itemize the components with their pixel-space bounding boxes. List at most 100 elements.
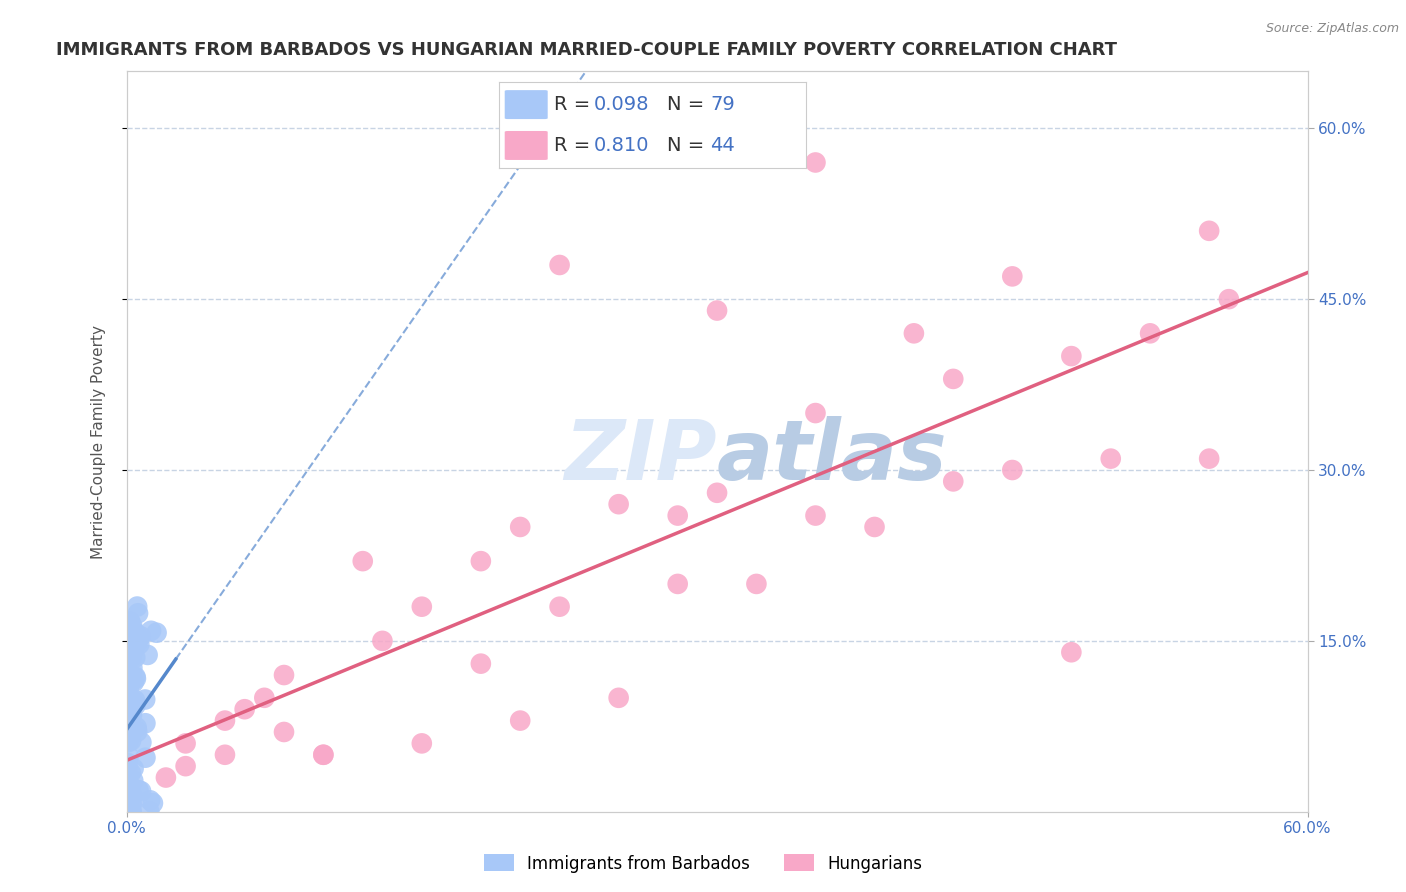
Point bbox=[273, 725, 295, 739]
Point bbox=[233, 702, 256, 716]
Point bbox=[121, 797, 143, 811]
Point bbox=[129, 784, 152, 798]
Point bbox=[122, 773, 145, 788]
Point bbox=[117, 723, 139, 737]
Point bbox=[124, 670, 146, 684]
Point bbox=[121, 708, 143, 723]
Point bbox=[903, 326, 925, 341]
Point bbox=[120, 805, 142, 819]
Point bbox=[117, 749, 139, 764]
Point bbox=[1139, 326, 1161, 341]
Point bbox=[120, 733, 142, 747]
Point bbox=[411, 599, 433, 614]
Point bbox=[666, 577, 689, 591]
Point bbox=[124, 698, 146, 713]
Point bbox=[371, 633, 394, 648]
Point bbox=[942, 372, 965, 386]
Point bbox=[607, 690, 630, 705]
Point bbox=[117, 695, 139, 709]
Point bbox=[127, 634, 149, 648]
Point bbox=[411, 736, 433, 750]
Point bbox=[128, 637, 150, 651]
Point bbox=[134, 750, 156, 764]
Point bbox=[804, 508, 827, 523]
Point bbox=[804, 406, 827, 420]
Point bbox=[134, 716, 156, 731]
Point bbox=[118, 630, 141, 644]
Point bbox=[118, 778, 141, 792]
Point bbox=[121, 805, 143, 819]
Point bbox=[131, 735, 153, 749]
Point bbox=[470, 554, 492, 568]
Point bbox=[121, 624, 143, 639]
Point bbox=[1001, 463, 1024, 477]
Point bbox=[121, 722, 143, 736]
Point bbox=[120, 790, 142, 805]
Point bbox=[942, 475, 965, 489]
Point bbox=[548, 599, 571, 614]
Point bbox=[120, 649, 142, 664]
Point bbox=[706, 303, 728, 318]
Point bbox=[120, 615, 142, 629]
Point bbox=[125, 630, 148, 644]
Point bbox=[352, 554, 374, 568]
Point bbox=[127, 724, 149, 739]
Point bbox=[117, 735, 139, 749]
Point bbox=[120, 669, 142, 683]
Point bbox=[273, 668, 295, 682]
Point bbox=[118, 615, 141, 629]
Point bbox=[115, 727, 138, 741]
Point bbox=[127, 599, 149, 614]
Point bbox=[120, 783, 142, 797]
Point bbox=[121, 704, 143, 718]
Y-axis label: Married-Couple Family Poverty: Married-Couple Family Poverty bbox=[91, 325, 105, 558]
Text: IMMIGRANTS FROM BARBADOS VS HUNGARIAN MARRIED-COUPLE FAMILY POVERTY CORRELATION : IMMIGRANTS FROM BARBADOS VS HUNGARIAN MA… bbox=[56, 41, 1116, 59]
Point bbox=[124, 693, 146, 707]
Point bbox=[117, 668, 139, 682]
Point bbox=[1060, 349, 1083, 363]
Point bbox=[312, 747, 335, 762]
Point bbox=[174, 759, 197, 773]
Point bbox=[214, 747, 236, 762]
Point bbox=[136, 648, 159, 662]
Point bbox=[127, 783, 149, 797]
Point bbox=[118, 710, 141, 724]
Point bbox=[118, 680, 141, 694]
Point bbox=[118, 653, 141, 667]
Point bbox=[115, 799, 138, 814]
Point bbox=[121, 640, 143, 655]
Point bbox=[120, 646, 142, 660]
Point bbox=[138, 805, 160, 819]
Point bbox=[121, 619, 143, 633]
Point bbox=[214, 714, 236, 728]
Point bbox=[122, 675, 145, 690]
Point bbox=[118, 646, 141, 660]
Point bbox=[125, 720, 148, 734]
Point bbox=[548, 258, 571, 272]
Point bbox=[122, 762, 145, 776]
Point bbox=[120, 789, 142, 804]
Point bbox=[121, 645, 143, 659]
Point bbox=[121, 805, 143, 819]
Point bbox=[125, 627, 148, 641]
Point bbox=[125, 672, 148, 686]
Point bbox=[706, 485, 728, 500]
Point bbox=[120, 766, 142, 780]
Point bbox=[804, 155, 827, 169]
Text: atlas: atlas bbox=[717, 416, 948, 497]
Point bbox=[1218, 292, 1240, 306]
Point bbox=[139, 624, 162, 638]
Text: Source: ZipAtlas.com: Source: ZipAtlas.com bbox=[1265, 22, 1399, 36]
Point bbox=[509, 714, 531, 728]
Point bbox=[1001, 269, 1024, 284]
Point bbox=[118, 695, 141, 709]
Point bbox=[145, 625, 167, 640]
Point bbox=[1198, 224, 1220, 238]
Point bbox=[117, 756, 139, 770]
Point bbox=[134, 692, 156, 706]
Point bbox=[124, 650, 146, 665]
Point bbox=[115, 732, 138, 747]
Point bbox=[155, 771, 177, 785]
Point bbox=[121, 661, 143, 675]
Point bbox=[117, 649, 139, 664]
